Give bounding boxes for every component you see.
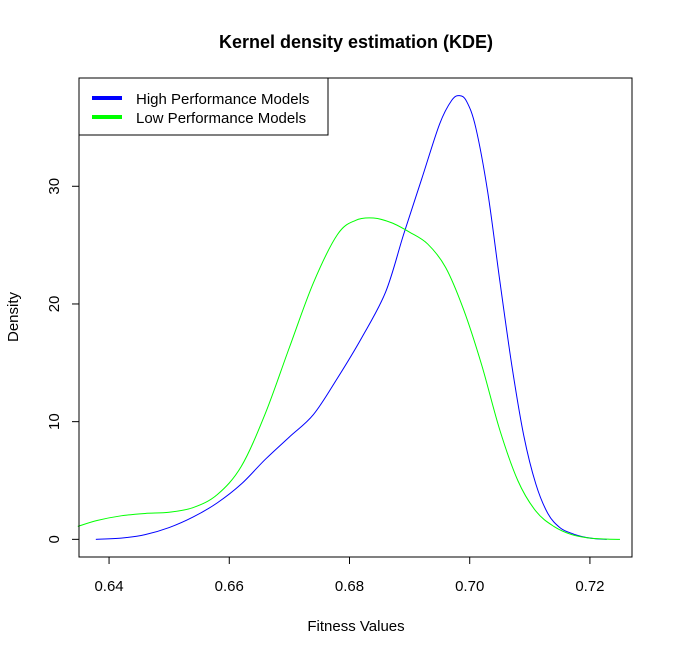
- series-layer: [77, 95, 620, 540]
- chart-title: Kernel density estimation (KDE): [219, 32, 493, 52]
- y-tick-label: 30: [46, 178, 63, 195]
- y-tick-label: 10: [46, 413, 63, 430]
- x-axis: 0.64 0.66 0.68 0.70 0.72: [94, 556, 605, 595]
- legend-label-low: Low Performance Models: [136, 110, 306, 127]
- x-tick-label: 0.70: [455, 578, 484, 595]
- x-tick-label: 0.66: [215, 578, 244, 595]
- y-tick-label: 0: [46, 535, 63, 543]
- plot-frame: [78, 77, 633, 558]
- x-axis-label: Fitness Values: [307, 618, 404, 635]
- x-tick-label: 0.68: [335, 578, 364, 595]
- y-tick-label: 20: [46, 296, 63, 313]
- y-axis-label: Density: [5, 291, 22, 342]
- series-line-high: [95, 95, 607, 540]
- y-axis: 0 10 20 30: [46, 178, 80, 544]
- series-line-low: [77, 217, 620, 540]
- legend-box: [78, 77, 329, 136]
- x-tick-label: 0.64: [94, 578, 123, 595]
- legend-label-high: High Performance Models: [136, 91, 309, 108]
- legend: High Performance Models Low Performance …: [78, 77, 329, 136]
- x-tick-label: 0.72: [575, 578, 604, 595]
